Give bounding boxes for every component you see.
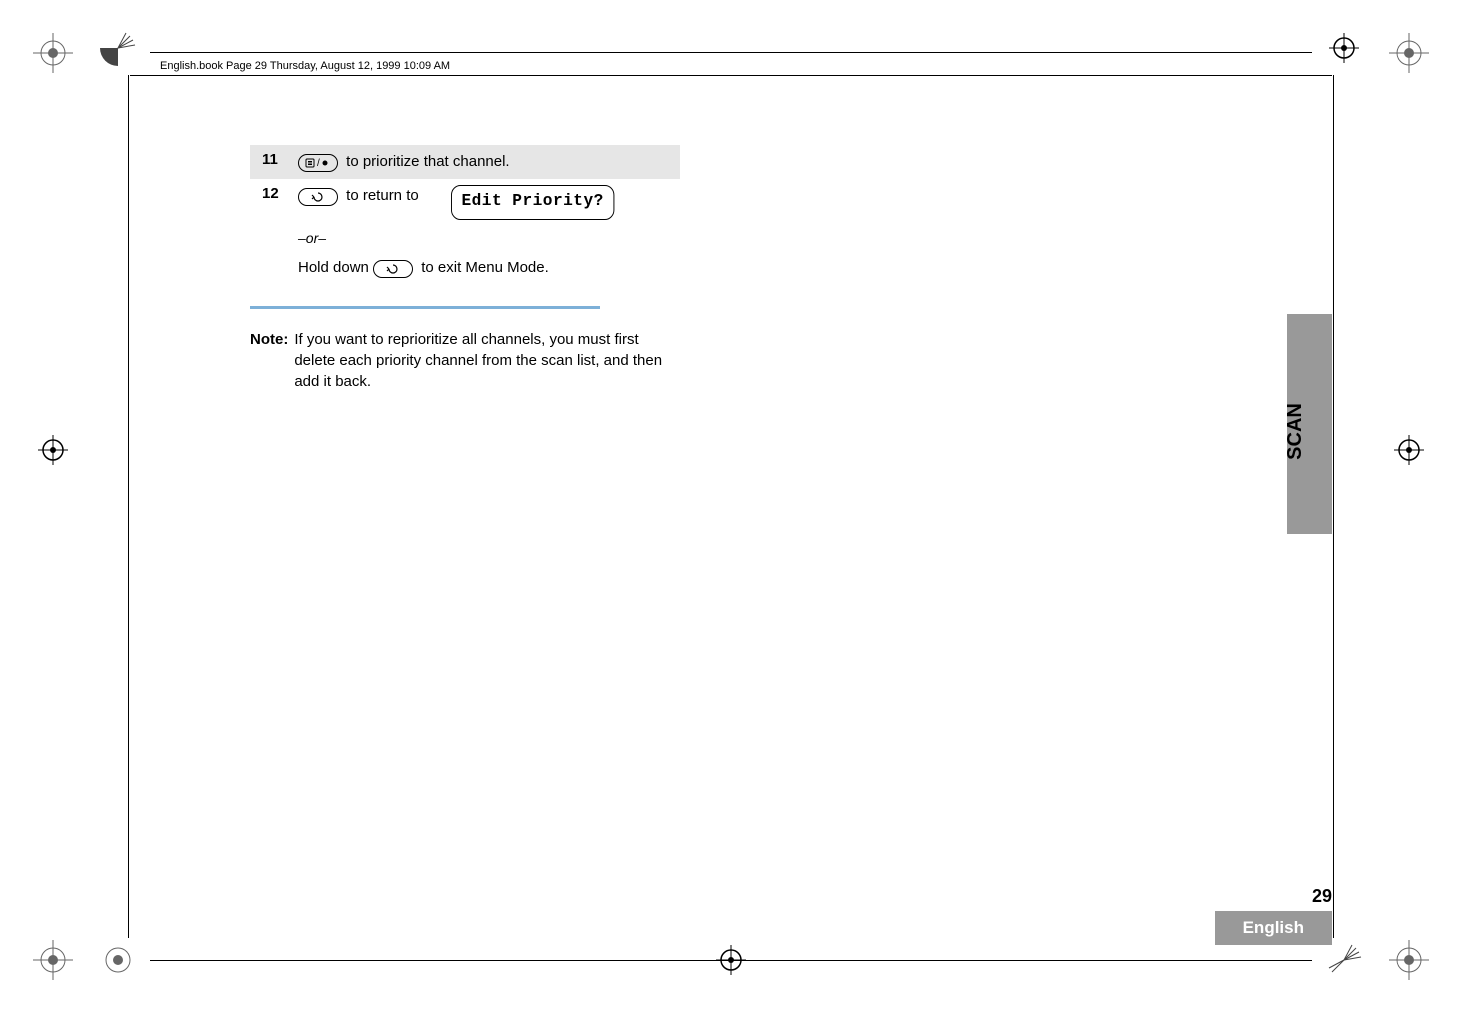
note-label: Note: — [250, 329, 288, 350]
step-row-12: 12 to return to Edit Priority? –or– Hold… — [250, 179, 680, 285]
register-fan-tr — [1326, 30, 1362, 71]
header-rule — [130, 75, 1332, 76]
step-text: to prioritize that channel. — [342, 153, 510, 170]
step-number: 11 — [262, 151, 298, 168]
register-fan-bl — [100, 942, 136, 983]
step-row-11: 11 / to prioritize that channel. — [250, 145, 680, 179]
back-key-icon — [373, 260, 413, 278]
lcd-display: Edit Priority? — [451, 185, 614, 221]
section-tab-label: SCAN — [1284, 403, 1307, 460]
page-number-block: 29 — [1312, 886, 1332, 907]
crop-frame-right — [1333, 75, 1334, 938]
step-text-suffix: to exit Menu Mode. — [417, 259, 549, 276]
back-key-icon — [298, 188, 338, 206]
crop-frame-left — [128, 75, 129, 938]
crop-frame-bottom — [150, 960, 1312, 961]
crop-frame-top — [150, 52, 1312, 53]
page-number: 29 — [1312, 886, 1332, 907]
step-body: / to prioritize that channel. — [298, 151, 680, 173]
note-block: Note: If you want to reprioritize all ch… — [250, 329, 680, 392]
svg-text:/: / — [317, 158, 320, 169]
main-content: 11 / to prioritize that channel. 12 to r… — [250, 145, 680, 392]
file-stamp: English.book Page 29 Thursday, August 12… — [160, 60, 450, 72]
step-number: 12 — [262, 185, 298, 202]
crop-mark-right-mid — [1389, 430, 1429, 470]
register-fan-tl — [100, 30, 136, 71]
step-text-prefix: Hold down — [298, 259, 373, 276]
step-text: to return to — [342, 187, 419, 204]
section-rule — [250, 306, 600, 309]
crop-mark-left-mid — [33, 430, 73, 470]
crop-mark-top-left — [33, 33, 73, 73]
or-separator: –or– — [298, 228, 680, 248]
crop-mark-bottom-right — [1389, 940, 1429, 980]
language-tab: English — [1215, 911, 1332, 945]
crop-mark-bottom-left — [33, 940, 73, 980]
register-fan-br — [1326, 942, 1362, 983]
crop-mark-top-right — [1389, 33, 1429, 73]
menu-key-icon: / — [298, 154, 338, 172]
note-text: If you want to reprioritize all channels… — [294, 329, 680, 392]
step-body: to return to Edit Priority? –or– Hold do… — [298, 185, 680, 279]
